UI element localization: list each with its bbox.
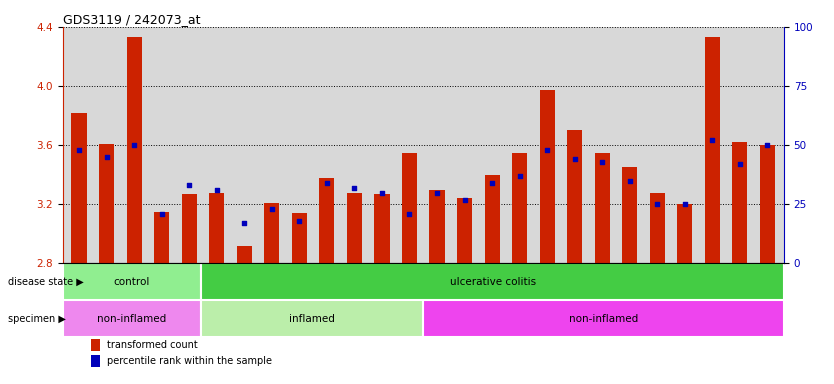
Bar	[540, 91, 555, 263]
Point	[733, 161, 746, 167]
Bar	[732, 142, 747, 263]
Point	[678, 201, 691, 207]
Bar	[430, 190, 445, 263]
Bar	[595, 152, 610, 263]
Bar	[760, 145, 775, 263]
Bar	[182, 194, 197, 263]
Point	[706, 137, 719, 144]
Bar	[485, 175, 500, 263]
Bar	[512, 152, 527, 263]
Bar	[209, 192, 224, 263]
Bar	[424, 300, 784, 337]
Bar	[622, 167, 637, 263]
Bar	[402, 152, 417, 263]
Point	[155, 211, 168, 217]
Text: ulcerative colitis: ulcerative colitis	[450, 277, 535, 287]
Point	[761, 142, 774, 148]
Text: non-inflamed: non-inflamed	[98, 314, 167, 324]
Point	[623, 177, 636, 184]
Point	[265, 206, 279, 212]
Point	[485, 180, 499, 186]
Bar	[650, 192, 665, 263]
Point	[568, 156, 581, 162]
Point	[73, 147, 86, 153]
Point	[128, 142, 141, 148]
Text: transformed count: transformed count	[108, 340, 198, 350]
Point	[183, 182, 196, 189]
Point	[595, 159, 609, 165]
Bar	[319, 178, 334, 263]
Bar	[99, 144, 114, 263]
Bar	[677, 204, 692, 263]
Bar	[374, 194, 389, 263]
Bar	[292, 213, 307, 263]
Bar	[63, 263, 201, 300]
Bar	[63, 300, 201, 337]
Bar	[72, 113, 87, 263]
Text: specimen ▶: specimen ▶	[8, 314, 67, 324]
Bar	[201, 300, 424, 337]
Text: disease state ▶: disease state ▶	[8, 277, 84, 287]
Bar	[347, 192, 362, 263]
Bar	[127, 37, 142, 263]
Bar	[92, 355, 100, 367]
Bar	[567, 131, 582, 263]
Text: control: control	[113, 277, 150, 287]
Text: GDS3119 / 242073_at: GDS3119 / 242073_at	[63, 13, 200, 26]
Point	[403, 211, 416, 217]
Point	[513, 173, 526, 179]
Point	[238, 220, 251, 226]
Bar	[237, 246, 252, 263]
Bar	[705, 37, 720, 263]
Text: percentile rank within the sample: percentile rank within the sample	[108, 356, 272, 366]
Bar	[154, 212, 169, 263]
Point	[375, 189, 389, 195]
Text: non-inflamed: non-inflamed	[569, 314, 638, 324]
Point	[348, 185, 361, 191]
Point	[320, 180, 334, 186]
Text: inflamed: inflamed	[289, 314, 335, 324]
Point	[100, 154, 113, 160]
Bar	[201, 263, 784, 300]
Point	[651, 201, 664, 207]
Bar	[457, 199, 472, 263]
Point	[430, 189, 444, 195]
Point	[458, 197, 471, 203]
Point	[540, 147, 554, 153]
Bar	[92, 339, 100, 351]
Point	[210, 187, 224, 193]
Point	[293, 218, 306, 224]
Bar	[264, 203, 279, 263]
